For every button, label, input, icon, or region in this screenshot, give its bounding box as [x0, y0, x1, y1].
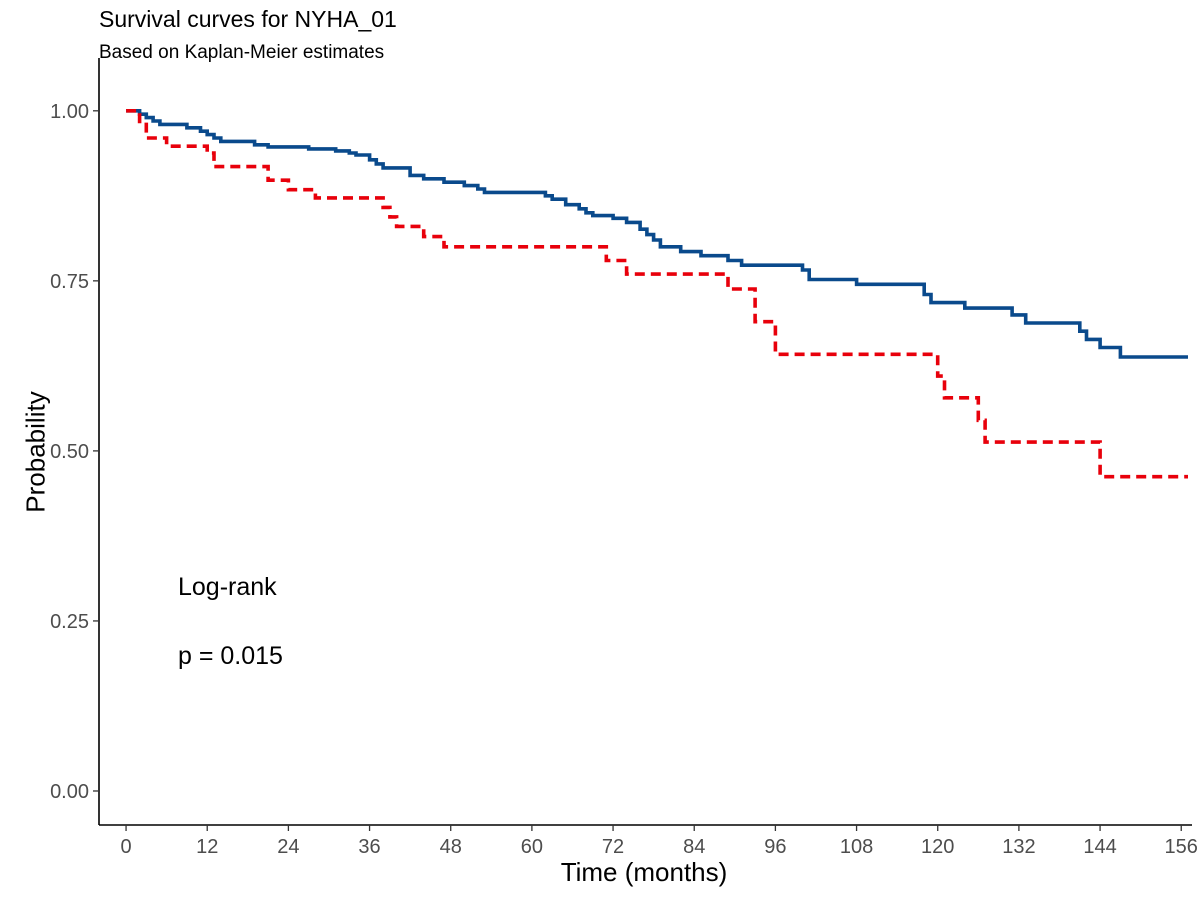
chart-axes	[98, 58, 1192, 826]
y-axis-title: Probability	[20, 391, 51, 513]
chart-ticks-layer: 0 12 24 36 48 60 72 84 96 108 120 132 144 156 0.00 0.25…	[50, 101, 1198, 858]
x-tick-label: 12	[196, 836, 218, 858]
x-tick-label: 0	[120, 836, 131, 858]
y-tick-label: 0.75	[50, 271, 89, 293]
y-tick-label: 0.25	[50, 611, 89, 633]
x-tick-label: 48	[440, 836, 462, 858]
y-tick-label: 0.00	[50, 781, 89, 803]
chart-subtitle: Based on Kaplan-Meier estimates	[99, 42, 385, 63]
y-tick-label: 1.00	[50, 101, 89, 123]
chart-series-layer	[126, 109, 1188, 479]
x-tick-label: 96	[764, 836, 786, 858]
p-value-label: p = 0.015	[178, 642, 283, 670]
x-tick-label: 144	[1083, 836, 1116, 858]
y-tick-label: 0.50	[50, 441, 89, 463]
x-tick-label: 156	[1165, 836, 1198, 858]
survival-curve-dashed	[126, 109, 1188, 479]
x-tick-label: 84	[683, 836, 705, 858]
x-tick-label: 60	[521, 836, 543, 858]
x-tick-label: 108	[840, 836, 873, 858]
x-tick-label: 24	[277, 836, 299, 858]
x-tick-label: 36	[358, 836, 380, 858]
logrank-label: Log-rank	[178, 573, 277, 601]
x-axis-title: Time (months)	[560, 857, 728, 887]
x-tick-label: 120	[921, 836, 954, 858]
chart-title: Survival curves for NYHA_01	[99, 6, 397, 32]
survival-curve-solid	[126, 109, 1188, 359]
x-tick-label: 72	[602, 836, 624, 858]
x-tick-label: 132	[1002, 836, 1035, 858]
